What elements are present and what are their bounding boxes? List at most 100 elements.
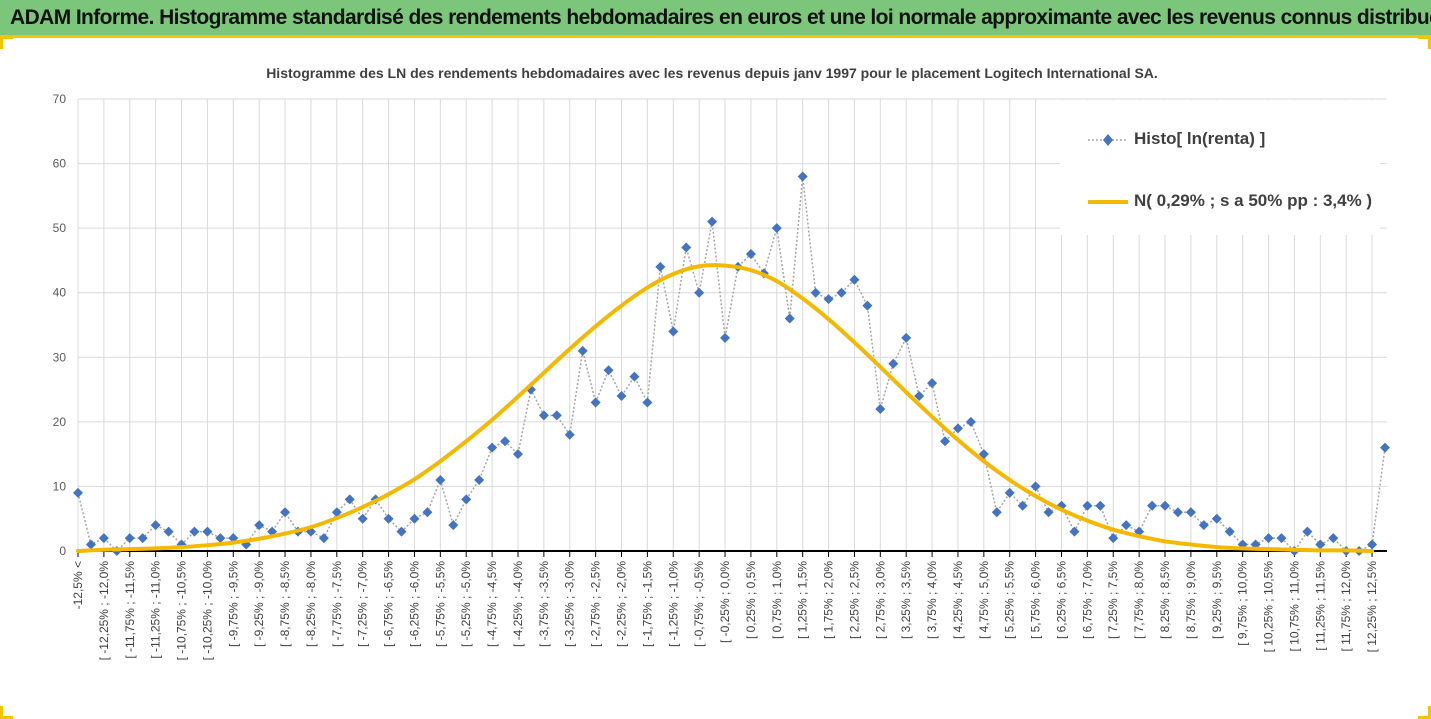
- normal-curve-line: [76, 263, 1375, 553]
- x-tick-label: [ -10,75% ; -10,5%: [175, 561, 189, 661]
- histo-point: [474, 474, 485, 485]
- histo-point: [927, 378, 938, 389]
- histo-point: [745, 248, 756, 259]
- histo-point: [1095, 500, 1106, 511]
- histo-point: [538, 410, 549, 421]
- x-tick-label: [ 9,75% ; 10,0%: [1236, 561, 1250, 646]
- histo-point: [344, 494, 355, 505]
- histo-point: [862, 300, 873, 311]
- histo-point: [577, 345, 588, 356]
- histo-point: [331, 507, 342, 518]
- y-axis: 0 10 20 30 40 50 60 70: [53, 92, 67, 558]
- chart-title: Histogramme des LN des rendements hebdom…: [266, 65, 1158, 81]
- histo-point: [720, 332, 731, 343]
- histo-point: [952, 423, 963, 434]
- x-axis: -12,5% < [ -12,25% ; -12,0% [ -11,75% ; -1…: [71, 551, 1379, 660]
- histo-point: [590, 397, 601, 408]
- x-tick-label: [ 3,75% ; 4,0%: [925, 561, 939, 639]
- x-tick-label: [ -5,75% ; -5,5%: [433, 561, 447, 647]
- histo-point: [1185, 507, 1196, 518]
- x-tick-label: [ 2,25% ; 2,5%: [847, 561, 861, 639]
- histo-point: [1302, 526, 1313, 537]
- x-tick-label: [ 7,25% ; 7,5%: [1106, 561, 1120, 639]
- histo-point: [435, 474, 446, 485]
- histo-point: [383, 513, 394, 524]
- histo-point: [1315, 539, 1326, 550]
- histo-point: [1030, 481, 1041, 492]
- histo-point: [357, 513, 368, 524]
- histo-point: [124, 533, 135, 544]
- x-tick-label: [ 6,25% ; 6,5%: [1054, 561, 1068, 639]
- histo-point: [487, 442, 498, 453]
- histo-point: [1043, 507, 1054, 518]
- histo-point: [1147, 500, 1158, 511]
- histo-point: [163, 526, 174, 537]
- histo-point: [836, 287, 847, 298]
- x-tick-label: [ 12,25% ; 12,5%: [1365, 561, 1379, 653]
- histo-point: [940, 436, 951, 447]
- histo-point: [1160, 500, 1171, 511]
- histo-point: [771, 223, 782, 234]
- histo-point: [849, 274, 860, 285]
- y-tick-label: 70: [53, 92, 67, 106]
- histo-point: [280, 507, 291, 518]
- histo-point: [1017, 500, 1028, 511]
- frame-corner-bottom-left: [0, 706, 13, 719]
- histo-point: [85, 539, 96, 550]
- x-tick-label: [ 4,75% ; 5,0%: [977, 561, 991, 639]
- histo-point: [875, 403, 886, 414]
- x-tick-label: [ 0,25% ; 0,5%: [744, 561, 758, 639]
- x-tick-label: [ -5,25% ; -5,0%: [459, 561, 473, 647]
- histo-point: [681, 242, 692, 253]
- histo-point: [1224, 526, 1235, 537]
- histo-point: [668, 326, 679, 337]
- x-tick-label: [ 7,75% ; 8,0%: [1132, 561, 1146, 639]
- x-tick-label: [ -0,25% ; 0,0%: [718, 561, 732, 643]
- x-tick-label: [ -6,25% ; -6,0%: [407, 561, 421, 647]
- x-tick-label: [ -7,25% ; -7,0%: [356, 561, 370, 647]
- histo-point: [461, 494, 472, 505]
- x-tick-label: [ -8,75% ; -8,5%: [278, 561, 292, 647]
- y-tick-label: 60: [53, 157, 67, 171]
- legend-normal-label: N( 0,29% ; s a 50% pp : 3,4% ): [1134, 191, 1373, 210]
- histo-point: [965, 416, 976, 427]
- histo-point: [1367, 539, 1378, 550]
- x-tick-label: [ -12,25% ; -12,0%: [97, 561, 111, 661]
- x-tick-label: [ -4,25% ; -4,0%: [511, 561, 525, 647]
- histo-point: [901, 332, 912, 343]
- histo-point: [1108, 533, 1119, 544]
- histo-point: [448, 520, 459, 531]
- histo-point: [254, 520, 265, 531]
- histogram-series: [73, 171, 1390, 556]
- report-title: ADAM Informe. Histogramme standardisé de…: [10, 6, 1431, 29]
- histo-point: [1082, 500, 1093, 511]
- legend-histo-label: Histo[ ln(renta) ]: [1134, 129, 1266, 148]
- x-tick-label: [ 6,75% ; 7,0%: [1080, 561, 1094, 639]
- histo-point: [1172, 507, 1183, 518]
- histo-point: [189, 526, 200, 537]
- histo-point: [603, 365, 614, 376]
- x-tick-label: [ -6,75% ; -6,5%: [382, 561, 396, 647]
- histo-point: [616, 391, 627, 402]
- x-tick-label: [ 11,75% ; 12,0%: [1339, 561, 1353, 652]
- legend-histo-marker: [1088, 134, 1128, 146]
- x-tick-label: [ -1,25% ; -1,0%: [666, 561, 680, 647]
- x-tick-label: [ -2,75% ; -2,5%: [589, 561, 603, 647]
- histo-point: [422, 507, 433, 518]
- histogram-chart: Histogramme des LN des rendements hebdom…: [53, 65, 1390, 660]
- histo-point: [318, 533, 329, 544]
- x-tick-label: [ 3,25% ; 3,5%: [899, 561, 913, 639]
- histo-point: [694, 287, 705, 298]
- x-tick-label: [ 0,75% ; 1,0%: [770, 561, 784, 639]
- histo-point: [978, 449, 989, 460]
- histo-point: [991, 507, 1002, 518]
- y-tick-label: 50: [53, 221, 67, 235]
- y-tick-label: 0: [59, 544, 66, 558]
- x-tick-label: [ -0,75% ; -0,5%: [692, 561, 706, 647]
- histo-point: [396, 526, 407, 537]
- x-tick-label: [ 8,75% ; 9,0%: [1184, 561, 1198, 639]
- x-tick-label: [ 8,25% ; 8,5%: [1158, 561, 1172, 639]
- histo-point: [655, 261, 666, 272]
- x-tick-label: [ 10,25% ; 10,5%: [1262, 561, 1276, 653]
- x-tick-label: [ -3,25% ; -3,0%: [563, 561, 577, 647]
